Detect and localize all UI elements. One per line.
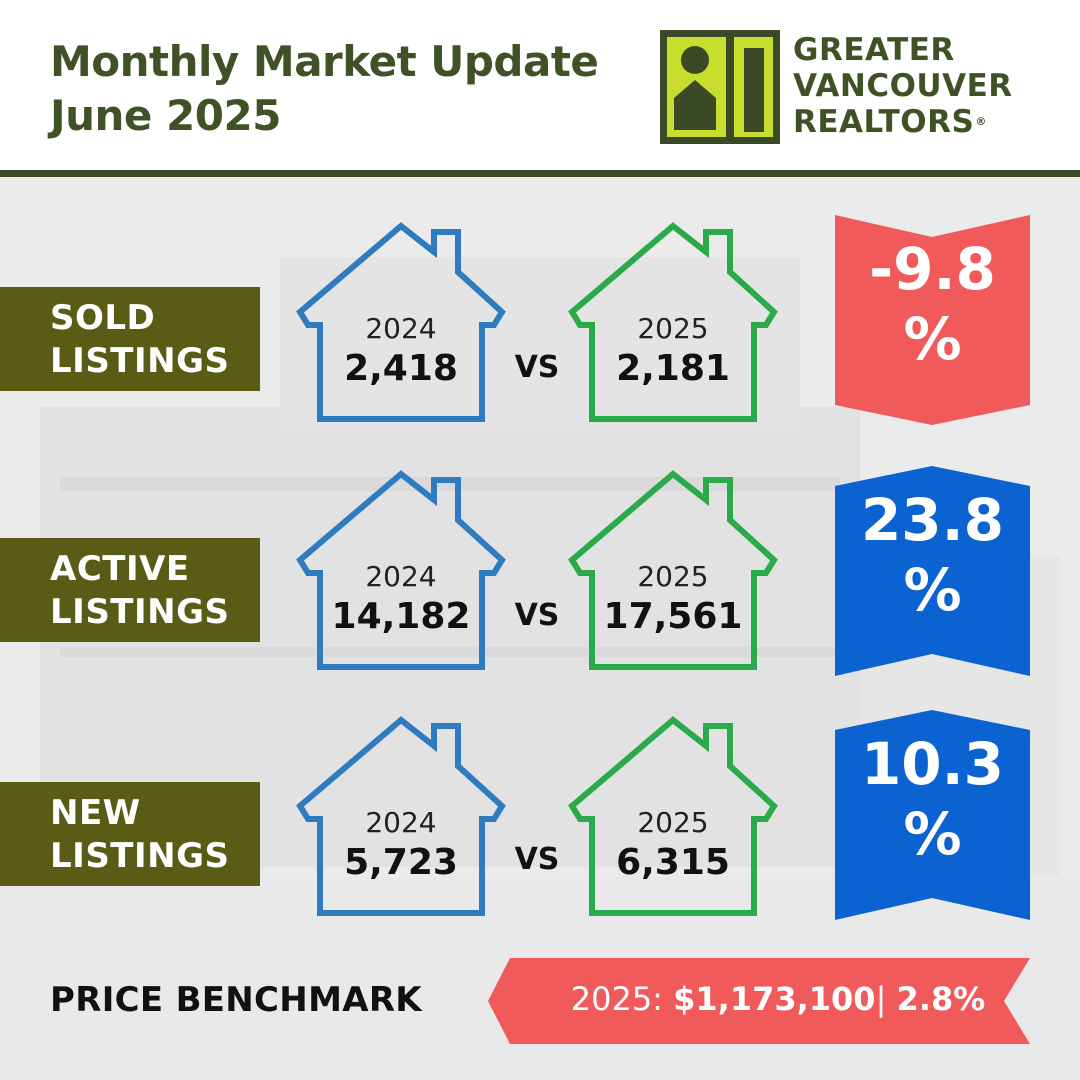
active-2025-house: 2025 17,561 — [558, 470, 788, 670]
active-2024-house: 2024 14,182 — [286, 470, 516, 670]
price-year-prefix: 2025: — [570, 980, 674, 1018]
house-outline-icon — [296, 470, 506, 670]
sold-listings-label: SOLD LISTINGS — [0, 287, 260, 391]
sold-change-badge: -9.8 % — [835, 215, 1030, 425]
new-listings-label: NEW LISTINGS — [0, 782, 260, 886]
page-subtitle-date: June 2025 — [50, 91, 281, 140]
value-2025: 6,315 — [616, 842, 730, 883]
label-line2: LISTINGS — [50, 341, 230, 381]
change-value: 10.3 — [860, 730, 1005, 798]
change-percent-sign: % — [903, 556, 962, 624]
year-2024: 2024 — [365, 806, 437, 839]
value-2025: 17,561 — [603, 596, 743, 637]
year-2025: 2025 — [637, 560, 709, 593]
house-outline-icon — [568, 222, 778, 422]
change-value: 23.8 — [860, 486, 1005, 554]
header: Monthly Market Update June 2025 GREATER … — [0, 0, 1080, 170]
logo-text-line1: GREATER — [793, 32, 955, 68]
page-title: Monthly Market Update — [50, 37, 599, 86]
new-change-badge: 10.3 % — [835, 710, 1030, 920]
price-benchmark-value: 2025: $1,173,100| 2.8% — [548, 980, 1008, 1018]
registered-mark: ® — [975, 115, 987, 128]
vs-label: VS — [514, 598, 560, 633]
new-2025-house: 2025 6,315 — [558, 716, 788, 916]
sold-2024-house: 2024 2,418 — [286, 222, 516, 422]
value-2025: 2,181 — [616, 348, 730, 389]
value-2024: 2,418 — [344, 348, 458, 389]
price-benchmark-label: PRICE BENCHMARK — [50, 980, 422, 1020]
year-2025: 2025 — [637, 312, 709, 345]
header-divider — [0, 170, 1080, 177]
vs-label: VS — [514, 842, 560, 877]
vs-label: VS — [514, 350, 560, 385]
value-2024: 5,723 — [344, 842, 458, 883]
year-2024: 2024 — [365, 312, 437, 345]
price-value: $1,173,100 — [673, 980, 876, 1018]
label-line2: LISTINGS — [50, 836, 230, 876]
active-change-badge: 23.8 % — [835, 466, 1030, 676]
logo-text-line3: REALTORS® — [793, 104, 987, 140]
house-outline-icon — [296, 716, 506, 916]
value-2024: 14,182 — [331, 596, 471, 637]
realtors-logo-icon — [660, 30, 780, 144]
year-2024: 2024 — [365, 560, 437, 593]
price-benchmark-banner: 2025: $1,173,100| 2.8% — [488, 958, 1030, 1044]
house-outline-icon — [296, 222, 506, 422]
house-outline-icon — [568, 716, 778, 916]
change-value: -9.8 — [869, 235, 996, 303]
price-ribbon-shape — [488, 958, 1030, 1044]
change-percent-sign: % — [903, 305, 962, 373]
increase-ribbon-shape — [835, 710, 1030, 920]
label-line1: ACTIVE — [50, 549, 190, 589]
price-separator: | — [875, 980, 897, 1018]
label-line2: LISTINGS — [50, 592, 230, 632]
year-2025: 2025 — [637, 806, 709, 839]
sold-2025-house: 2025 2,181 — [558, 222, 788, 422]
new-2024-house: 2024 5,723 — [286, 716, 516, 916]
label-line1: SOLD — [50, 298, 156, 338]
price-change: 2.8% — [896, 980, 986, 1018]
increase-ribbon-shape — [835, 466, 1030, 676]
house-outline-icon — [568, 470, 778, 670]
decrease-ribbon-shape — [835, 215, 1030, 425]
change-percent-sign: % — [903, 800, 962, 868]
logo-text-line2: VANCOUVER — [793, 68, 1013, 104]
label-line1: NEW — [50, 793, 141, 833]
active-listings-label: ACTIVE LISTINGS — [0, 538, 260, 642]
